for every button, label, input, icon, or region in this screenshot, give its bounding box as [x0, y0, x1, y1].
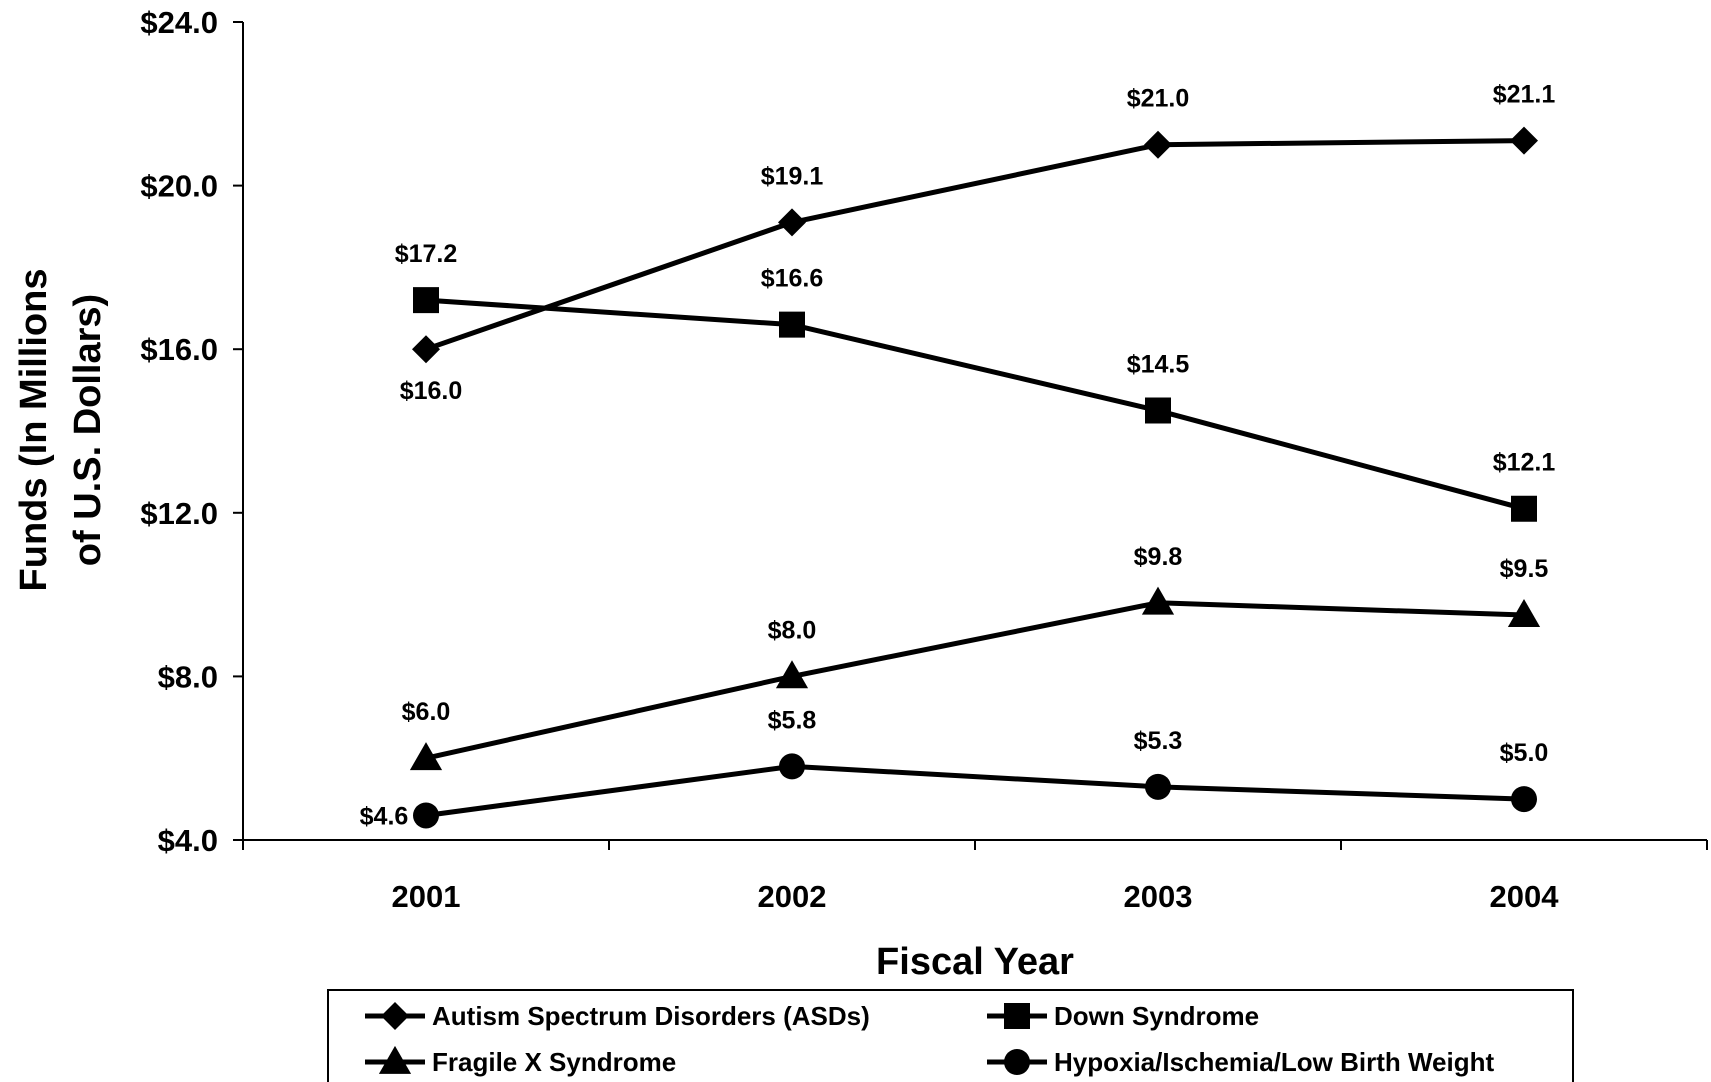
legend-marker-diamond	[381, 1002, 409, 1030]
x-axis: 2001 2002 2003 2004	[242, 839, 1708, 914]
legend-label: Fragile X Syndrome	[432, 1047, 676, 1077]
y-tick-label: $4.0	[158, 823, 218, 858]
series-line-2	[425, 297, 1525, 512]
data-point-triangle	[1141, 586, 1175, 615]
data-label: $9.8	[1134, 543, 1183, 571]
data-point-square	[413, 287, 439, 314]
y-axis-title-line1: Funds (In Millions	[13, 269, 55, 592]
data-label: $12.1	[1493, 449, 1556, 477]
data-point-triangle	[1507, 598, 1541, 627]
plot-series	[409, 126, 1541, 829]
data-point-square	[1511, 495, 1537, 522]
y-axis: $4.0 $8.0 $12.0 $16.0 $20.0 $24.0	[140, 5, 244, 858]
x-tick-label: 2001	[392, 879, 461, 914]
y-tick-label: $12.0	[140, 496, 218, 531]
data-label: $6.0	[402, 698, 451, 726]
legend-label: Autism Spectrum Disorders (ASDs)	[432, 1001, 870, 1031]
y-axis-title-line2: of U.S. Dollars)	[67, 294, 109, 566]
y-tick-label: $8.0	[158, 659, 218, 694]
data-label: $5.3	[1134, 727, 1183, 755]
x-tick-label: 2003	[1124, 879, 1193, 914]
y-tick-label: $16.0	[140, 332, 218, 367]
data-point-diamond	[1510, 126, 1538, 155]
legend-marker-circle	[1004, 1049, 1030, 1075]
legend-marker-square	[1004, 1003, 1030, 1029]
data-point-circle	[413, 802, 439, 829]
data-label: $16.6	[761, 265, 824, 293]
data-label: $21.0	[1127, 85, 1190, 113]
data-label: $9.5	[1500, 555, 1549, 583]
data-label: $19.1	[761, 162, 824, 190]
x-axis-title: Fiscal Year	[876, 941, 1074, 983]
data-point-circle	[1145, 773, 1171, 800]
legend-item: Autism Spectrum Disorders (ASDs)	[365, 1001, 870, 1031]
y-axis-title: Funds (In Millions of U.S. Dollars)	[13, 269, 109, 592]
series-line-1	[425, 138, 1525, 352]
data-label: $14.5	[1127, 351, 1190, 379]
data-point-diamond	[412, 335, 440, 364]
data-point-circle	[779, 753, 805, 780]
data-point-diamond	[778, 208, 806, 237]
y-tick-label: $20.0	[140, 169, 218, 204]
legend-item: Down Syndrome	[987, 1001, 1259, 1031]
legend-item: Hypoxia/Ischemia/Low Birth Weight	[987, 1047, 1494, 1077]
data-point-triangle	[775, 660, 809, 689]
legend-label: Hypoxia/Ischemia/Low Birth Weight	[1054, 1047, 1494, 1077]
data-point-circle	[1511, 786, 1537, 813]
legend: Autism Spectrum Disorders (ASDs) Down Syn…	[327, 989, 1574, 1082]
legend-box	[327, 989, 1574, 1082]
data-point-square	[1145, 397, 1171, 424]
legend-label: Down Syndrome	[1054, 1001, 1259, 1031]
data-point-square	[779, 311, 805, 338]
data-label: $8.0	[768, 616, 817, 644]
x-tick-label: 2002	[758, 879, 827, 914]
data-label: $16.0	[400, 377, 463, 405]
series-line-3	[425, 600, 1525, 761]
data-label: $4.6	[360, 802, 409, 830]
data-labels: $16.0 $19.1 $21.0 $21.1 $17.2 $16.6 $14.5 $12.1…	[360, 81, 1556, 831]
data-label: $17.2	[395, 240, 458, 268]
data-label: $21.1	[1493, 81, 1556, 109]
y-tick-label: $24.0	[140, 5, 218, 40]
data-label: $5.8	[768, 706, 817, 734]
data-label: $5.0	[1500, 739, 1549, 767]
series-line-4	[425, 763, 1525, 818]
legend-item: Fragile X Syndrome	[365, 1045, 676, 1077]
data-point-diamond	[1144, 130, 1172, 159]
data-point-triangle	[409, 742, 443, 771]
legend-marker-triangle	[378, 1045, 412, 1074]
x-tick-label: 2004	[1490, 879, 1560, 914]
